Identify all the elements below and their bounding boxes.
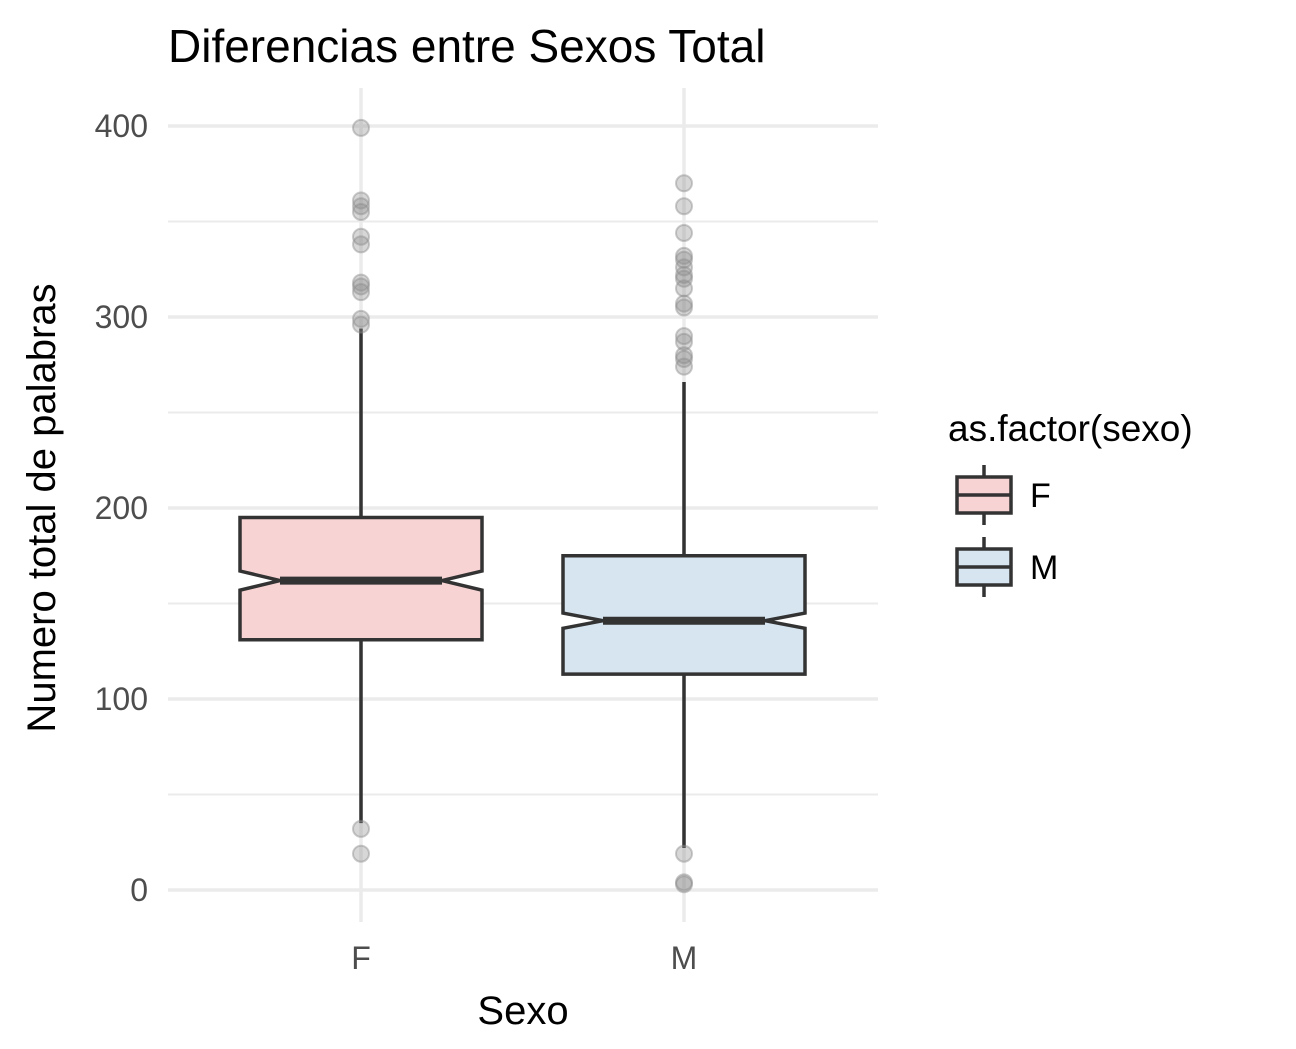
outlier-point	[675, 265, 693, 284]
outlier-point	[675, 875, 693, 894]
y-tick-label: 100	[95, 681, 148, 717]
legend: as.factor(sexo) FM	[948, 408, 1193, 597]
outlier-point	[352, 202, 370, 221]
y-axis-ticks: 0 100 200 300 400	[95, 108, 148, 908]
outlier-point	[675, 350, 693, 369]
outlier-point	[352, 191, 370, 210]
outlier-point	[352, 197, 370, 216]
outlier-point	[675, 279, 693, 298]
y-axis-title: Numero total de palabras	[20, 283, 64, 732]
outlier-point	[352, 819, 370, 838]
outlier-point	[352, 277, 370, 296]
outlier-point	[675, 327, 693, 346]
outlier-point	[352, 315, 370, 334]
grid-lines	[168, 88, 878, 922]
y-tick-label: 400	[95, 108, 148, 144]
x-tick-label: F	[351, 940, 371, 976]
outlier-point	[675, 294, 693, 313]
outlier-point	[675, 258, 693, 277]
legend-label: F	[1030, 477, 1051, 515]
box-M	[561, 174, 807, 894]
outlier-point	[675, 332, 693, 351]
outlier-point	[352, 227, 370, 246]
y-tick-label: 200	[95, 490, 148, 526]
box-body	[561, 554, 807, 676]
outlier-point	[675, 298, 693, 317]
outlier-point	[675, 223, 693, 242]
outlier-point	[352, 273, 370, 292]
y-tick-label: 0	[130, 872, 148, 908]
outlier-point	[352, 283, 370, 302]
outlier-point	[352, 235, 370, 254]
legend-item-M: M	[955, 537, 1058, 597]
x-axis-title: Sexo	[477, 989, 568, 1033]
legend-title: as.factor(sexo)	[948, 408, 1193, 449]
outlier-point	[675, 197, 693, 216]
outlier-point	[675, 246, 693, 265]
box-series	[238, 118, 807, 894]
outlier-point	[352, 118, 370, 137]
outlier-point	[675, 844, 693, 863]
box-F	[238, 118, 484, 863]
chart-title: Diferencias entre Sexos Total	[168, 20, 765, 72]
outlier-point	[675, 269, 693, 288]
outlier-point	[675, 873, 693, 892]
legend-item-F: F	[955, 465, 1051, 525]
outlier-point	[675, 174, 693, 193]
outlier-point	[675, 250, 693, 269]
outlier-point	[675, 357, 693, 376]
x-tick-label: M	[671, 940, 698, 976]
legend-label: M	[1030, 549, 1058, 587]
outlier-point	[352, 309, 370, 328]
y-tick-label: 300	[95, 299, 148, 335]
outlier-point	[352, 844, 370, 863]
outlier-point	[675, 346, 693, 365]
